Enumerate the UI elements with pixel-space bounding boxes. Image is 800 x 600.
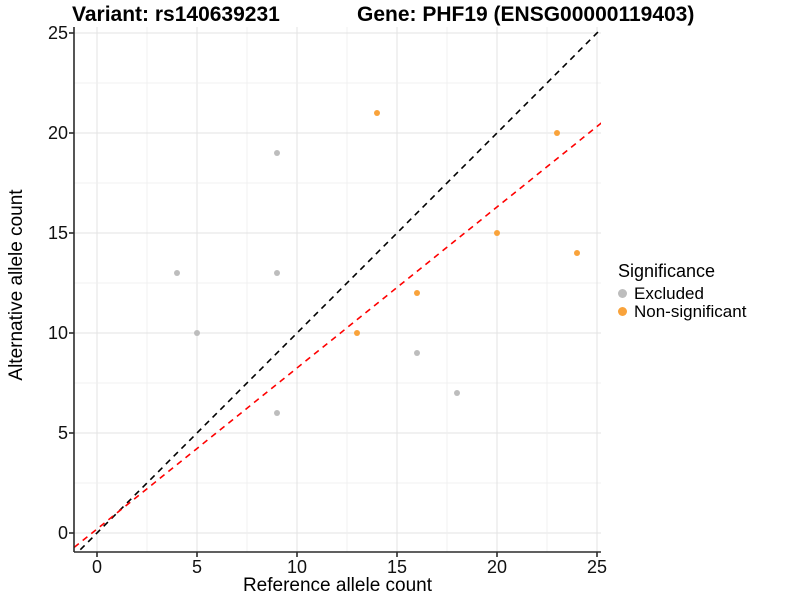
y-tick-label: 25	[47, 23, 68, 43]
legend-item-non-significant: Non-significant	[611, 303, 796, 320]
data-point-excluded	[274, 150, 280, 156]
data-point-excluded	[174, 270, 180, 276]
gene-title: Gene: PHF19 (ENSG00000119403)	[357, 3, 695, 26]
legend-title: Significance	[618, 261, 716, 281]
data-point-non-significant	[374, 110, 380, 116]
data-point-non-significant	[354, 330, 360, 336]
data-point-excluded	[274, 270, 280, 276]
x-tick-label: 5	[191, 557, 202, 577]
data-point-non-significant	[414, 290, 420, 296]
data-point-excluded	[414, 350, 420, 356]
data-point-non-significant	[494, 230, 500, 236]
y-tick-label: 5	[57, 423, 68, 443]
data-point-non-significant	[574, 250, 580, 256]
x-tick-label: 25	[586, 557, 608, 577]
y-tick-label: 15	[47, 223, 68, 243]
legend-item-excluded: Excluded	[611, 285, 796, 302]
y-tick-label: 20	[47, 123, 68, 143]
x-tick-label: 20	[486, 557, 508, 577]
identity-line	[76, 27, 601, 552]
x-tick-label: 15	[386, 557, 408, 577]
legend-label-excluded: Excluded	[634, 284, 704, 303]
variant-title: Variant: rs140639231	[72, 3, 280, 26]
y-tick-label: 0	[57, 523, 68, 543]
non-significant-dot-icon	[618, 307, 627, 316]
y-axis-title: Alternative allele count	[6, 189, 27, 381]
data-point-excluded	[274, 410, 280, 416]
legend: Significance Excluded Non-significant	[611, 261, 796, 321]
y-tick-label: 10	[47, 323, 68, 343]
x-tick-label: 10	[286, 557, 308, 577]
fit-line	[74, 122, 601, 549]
data-point-non-significant	[554, 130, 560, 136]
excluded-dot-icon	[618, 289, 627, 298]
legend-label-non-significant: Non-significant	[634, 302, 747, 321]
data-point-excluded	[454, 390, 460, 396]
data-point-excluded	[194, 330, 200, 336]
x-tick-label: 0	[91, 557, 102, 577]
x-axis-title: Reference allele count	[242, 575, 433, 596]
